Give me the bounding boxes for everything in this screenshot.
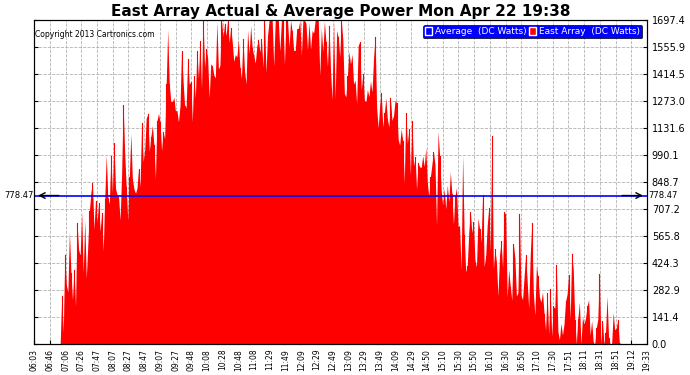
Legend: Average  (DC Watts), East Array  (DC Watts): Average (DC Watts), East Array (DC Watts… (423, 25, 642, 38)
Text: Copyright 2013 Cartronics.com: Copyright 2013 Cartronics.com (34, 30, 154, 39)
Text: 778.47: 778.47 (648, 191, 678, 200)
Title: East Array Actual & Average Power Mon Apr 22 19:38: East Array Actual & Average Power Mon Ap… (111, 4, 570, 19)
Text: 778.47: 778.47 (4, 191, 33, 200)
